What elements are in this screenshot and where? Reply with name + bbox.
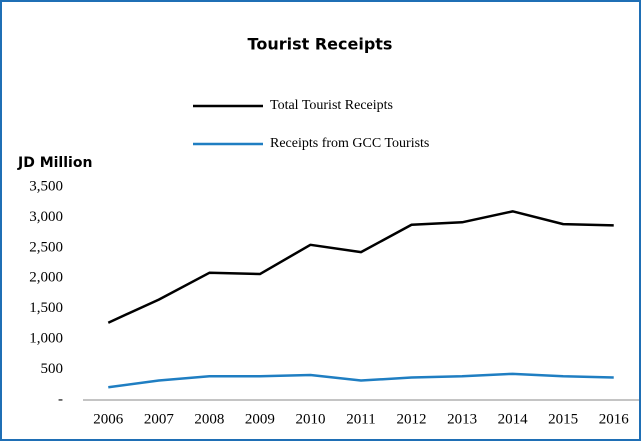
y-tick-label: 1,000 bbox=[29, 331, 63, 347]
legend-label: Receipts from GCC Tourists bbox=[270, 136, 429, 151]
x-tick-label: 2016 bbox=[599, 411, 630, 427]
y-tick-label: 2,000 bbox=[29, 270, 63, 286]
x-tick-label: 2011 bbox=[346, 411, 375, 427]
x-tick-label: 2010 bbox=[295, 411, 325, 427]
chart-title: Tourist Receipts bbox=[248, 35, 393, 54]
x-tick-label: 2012 bbox=[397, 411, 427, 427]
y-tick-label: 3,000 bbox=[29, 209, 63, 225]
y-tick-label: 2,500 bbox=[29, 239, 63, 255]
x-tick-label: 2013 bbox=[447, 411, 477, 427]
y-tick-label: 500 bbox=[41, 361, 64, 377]
x-tick-label: 2008 bbox=[194, 411, 224, 427]
legend-label: Total Tourist Receipts bbox=[270, 98, 393, 113]
series-line bbox=[107, 210, 614, 324]
y-tick-label: - bbox=[58, 391, 63, 407]
x-tick-label: 2015 bbox=[548, 411, 578, 427]
series-line bbox=[108, 372, 614, 389]
y-tick-label: 1,500 bbox=[29, 300, 63, 316]
x-tick-label: 2014 bbox=[498, 411, 529, 427]
y-axis-label: JD Million bbox=[17, 155, 92, 171]
x-tick-label: 2007 bbox=[144, 411, 175, 427]
x-tick-label: 2006 bbox=[93, 411, 124, 427]
x-tick-label: 2009 bbox=[245, 411, 275, 427]
y-tick-label: 3,500 bbox=[29, 178, 63, 194]
